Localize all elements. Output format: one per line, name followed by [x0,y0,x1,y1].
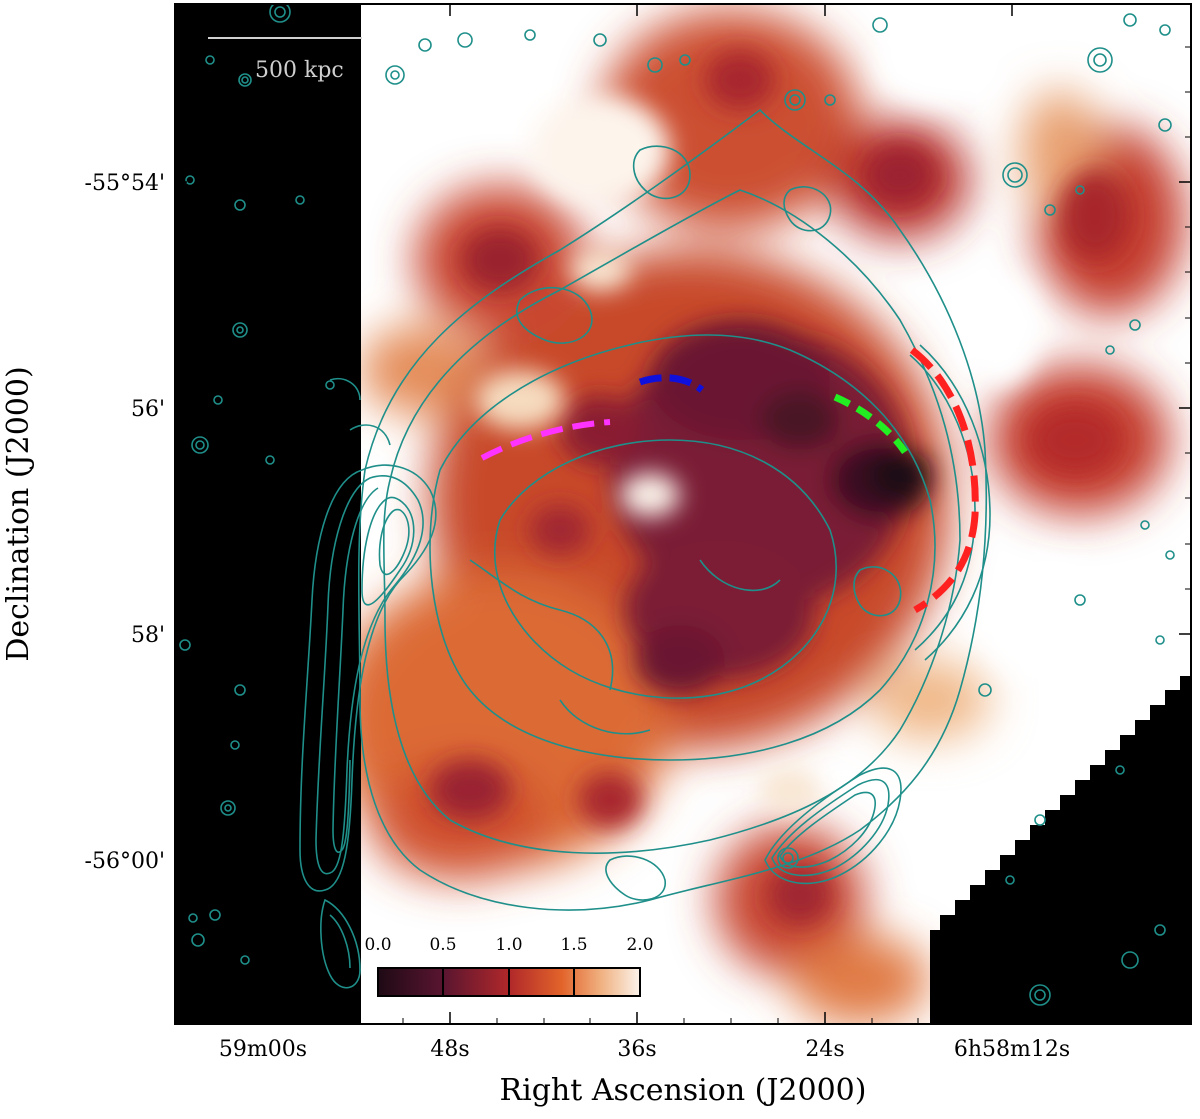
y-tick-label-1: 56' [131,397,165,422]
colorbar-tick-2: 1.0 [495,935,522,955]
radio-contours [179,4,1175,1006]
colorbar-tick-1: 0.5 [429,935,456,955]
image-panel: 500 kpc 0.0 0.5 1.0 1.5 2.0 [175,4,1191,1024]
y-axis-title: Declination (J2000) [1,366,36,661]
radio-source-bottom [764,767,902,885]
y-tick-labels: -55°54' 56' 58' -56°00' [85,171,165,874]
x-tick-label-1: 48s [430,1037,469,1062]
radio-relic-left [299,378,437,892]
x-tick-labels: 59m00s 48s 36s 24s 6h58m12s [219,1037,1070,1062]
arc-red [909,347,979,614]
arc-magenta [480,419,611,461]
masked-region-left [175,4,361,1024]
x-tick-label-3: 24s [805,1037,844,1062]
axis-minor-ticks [175,46,1191,1024]
shock-arcs [480,347,979,614]
x-tick-label-0: 59m00s [219,1037,307,1062]
y-tick-label-0: -55°54' [85,171,165,196]
axis-ticks [175,4,1191,1024]
scale-bar-label: 500 kpc [255,58,344,83]
colorbar-tick-0: 0.0 [364,935,391,955]
x-tick-label-2: 36s [617,1037,656,1062]
colorbar-tick-3: 1.5 [560,935,587,955]
y-tick-label-3: -56°00' [85,849,165,874]
masked-region-lower-right [930,676,1191,1024]
colorbar-tick-4: 2.0 [626,935,653,955]
y-tick-label-2: 58' [131,623,165,648]
plot-frame [174,3,1192,1025]
x-tick-label-4: 6h58m12s [954,1037,1070,1062]
arc-blue [638,374,705,393]
x-axis-title: Right Ascension (J2000) [500,1073,867,1108]
colorbar: 0.0 0.5 1.0 1.5 2.0 [364,935,654,997]
arc-green [833,393,908,455]
